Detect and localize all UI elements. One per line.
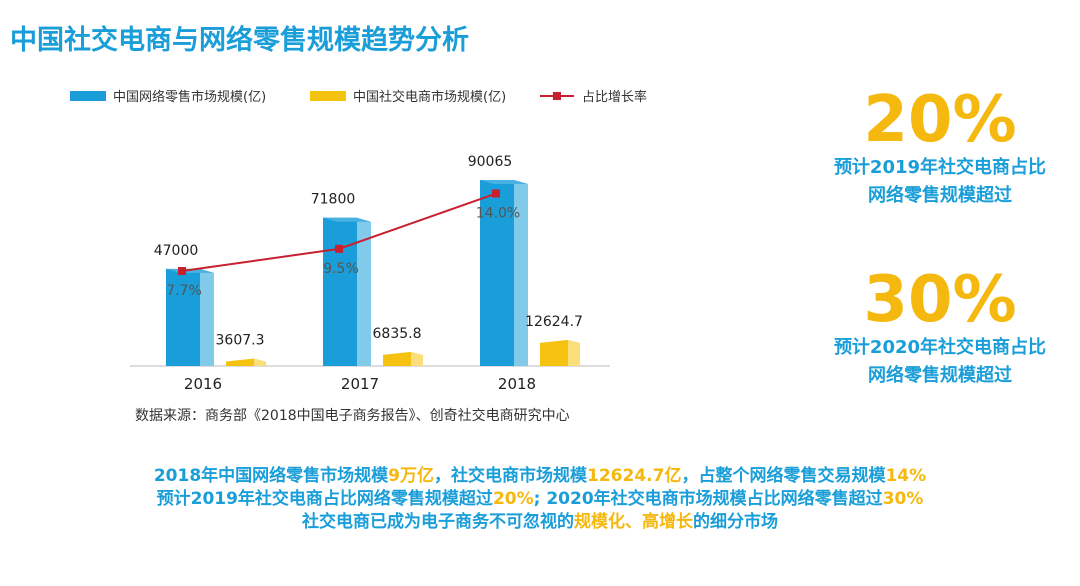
summary-line: 2018年中国网络零售市场规模9万亿，社交电商市场规模12624.7亿，占整个网…: [0, 465, 1080, 488]
kpi-2020-value: 30%: [863, 263, 1017, 337]
value-label-retail-2017: 71800: [311, 192, 356, 208]
summary-highlight: 规模化、高增长: [574, 512, 693, 532]
x-tick-2016: 2016: [184, 375, 222, 393]
kpi-2020-line2: 网络零售规模超过: [868, 365, 1012, 386]
summary-segment: 的细分市场: [693, 512, 778, 532]
rate-point-2017: [335, 244, 343, 253]
summary-highlight: 14%: [885, 466, 927, 486]
legend-label-3: 占比增长率: [582, 89, 647, 105]
bar-retail-top-2018: [480, 180, 528, 184]
summary-segment: ，社交电商市场规模: [434, 466, 588, 486]
bar-social-side-2016: [254, 358, 266, 366]
bar-retail-side-2016: [200, 268, 214, 366]
legend-label-2: 中国社交电商市场规模(亿): [353, 89, 506, 105]
summary-text: 2018年中国网络零售市场规模9万亿，社交电商市场规模12624.7亿，占整个网…: [0, 465, 1080, 534]
page-title: 中国社交电商与网络零售规模趋势分析: [10, 25, 469, 56]
kpi-2019-value: 20%: [863, 83, 1017, 157]
value-label-social-2017: 6835.8: [373, 326, 422, 342]
summary-segment: ; 2020年社交电商市场规模占比网络零售超过: [533, 489, 883, 509]
rate-point-2018: [492, 189, 500, 198]
rate-point-2016: [178, 267, 186, 275]
summary-segment: 2018年中国网络零售市场规模: [153, 466, 389, 486]
rate-label-2017: 9.5%: [323, 261, 359, 277]
bar-social-2017: [383, 351, 411, 366]
kpi-2020-line1: 预计2020年社交电商占比: [833, 337, 1047, 358]
bar-retail-2018: [480, 180, 514, 366]
legend-swatch-1: [70, 91, 106, 101]
legend-swatch-2: [310, 91, 346, 101]
bar-retail-top-2017: [323, 217, 371, 222]
data-source: 数据来源：商务部《2018中国电子商务报告》、创奇社交电商研究中心: [135, 408, 570, 424]
legend-label-1: 中国网络零售市场规模(亿): [113, 89, 266, 105]
summary-line: 社交电商已成为电子商务不可忽视的规模化、高增长的细分市场: [0, 511, 1080, 534]
summary-segment: 预计2019年社交电商占比网络零售规模超过: [156, 489, 493, 509]
value-label-retail-2016: 47000: [154, 243, 199, 259]
bar-social-side-2018: [568, 339, 580, 366]
value-label-retail-2018: 90065: [468, 154, 513, 170]
kpi-2019: 20% 预计2019年社交电商占比 网络零售规模超过: [800, 88, 1080, 208]
kpi-2019-line2: 网络零售规模超过: [868, 185, 1012, 206]
summary-line: 预计2019年社交电商占比网络零售规模超过20%; 2020年社交电商市场规模占…: [0, 488, 1080, 511]
summary-segment: 社交电商已成为电子商务不可忽视的: [302, 512, 574, 532]
x-tick-2018: 2018: [498, 375, 536, 393]
x-tick-2017: 2017: [341, 375, 379, 393]
bar-social-2018: [540, 339, 568, 366]
summary-highlight: 30%: [882, 489, 924, 509]
summary-highlight: 12624.7亿: [587, 466, 682, 486]
legend-line-marker: [553, 92, 561, 100]
bar-retail-2016: [166, 268, 200, 366]
bar-retail-side-2018: [514, 180, 528, 366]
bar-retail-side-2017: [357, 217, 371, 366]
summary-segment: ，占整个网络零售交易规模: [681, 466, 886, 486]
value-label-social-2018: 12624.7: [525, 314, 583, 330]
summary-highlight: 9万亿: [388, 466, 435, 486]
bar-social-side-2017: [411, 351, 423, 366]
summary-highlight: 20%: [492, 489, 534, 509]
kpi-2019-line1: 预计2019年社交电商占比: [833, 157, 1047, 178]
kpi-2020: 30% 预计2020年社交电商占比 网络零售规模超过: [800, 268, 1080, 388]
rate-label-2018: 14.0%: [476, 206, 520, 222]
value-label-social-2016: 3607.3: [216, 333, 265, 349]
rate-label-2016: 7.7%: [166, 283, 202, 299]
bar-social-2016: [226, 358, 254, 366]
bar-retail-2017: [323, 217, 357, 366]
